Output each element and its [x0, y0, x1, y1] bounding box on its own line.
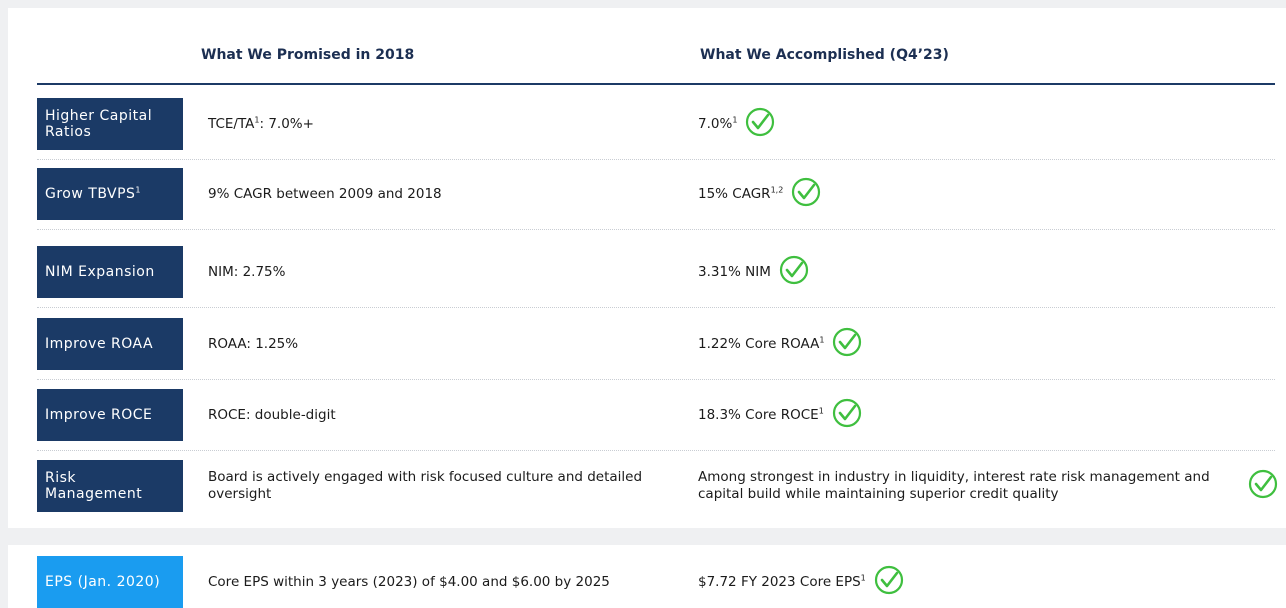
text: Improve ROCE [45, 407, 153, 423]
text: Higher Capital Ratios [45, 108, 153, 140]
cell-text: Improve ROAA [45, 336, 153, 352]
text: 9% CAGR between 2009 and 2018 [208, 185, 442, 202]
promised-cell: Board is actively engaged with risk focu… [208, 460, 648, 512]
cell-text: TCE/TA1: 7.0%+ [208, 116, 314, 133]
cell-text: 3.31% NIM [698, 264, 771, 281]
cell-text: ROCE: double-digit [208, 407, 336, 424]
column-header: What We Accomplished (Q4’23) [700, 47, 949, 63]
cell-text: ROAA: 1.25% [208, 336, 298, 353]
text: 3.31% NIM [698, 263, 771, 280]
cell-text: $7.72 FY 2023 Core EPS1 [698, 574, 866, 591]
check [833, 327, 862, 356]
promised-cell: Core EPS within 3 years (2023) of $4.00 … [208, 556, 648, 608]
check [874, 565, 903, 594]
promised-cell: 9% CAGR between 2009 and 2018 [208, 168, 648, 220]
footnote-ref: 1 [818, 406, 824, 415]
check-icon [874, 565, 904, 600]
text: NIM Expansion [45, 264, 155, 280]
header-rule [37, 83, 1275, 85]
promised-cell: ROAA: 1.25% [208, 318, 648, 370]
check-icon [1248, 469, 1278, 504]
cell-text: Grow TBVPS1 [45, 186, 141, 202]
cell-text: 7.0%1 [698, 116, 737, 133]
footnote-ref: 1 [254, 115, 260, 124]
row-label: Risk Management [37, 460, 183, 512]
accomplished-cell: Among strongest in industry in liquidity… [698, 460, 1278, 512]
accomplished-cell: $7.72 FY 2023 Core EPS1 [698, 556, 1278, 608]
promised-cell: ROCE: double-digit [208, 389, 648, 441]
text: ROAA: 1.25% [208, 335, 299, 352]
check-icon [832, 398, 862, 433]
check [1248, 469, 1278, 498]
row-separator [37, 379, 1275, 380]
text: TCE/TA [208, 115, 255, 132]
footnote-ref: 1,2 [770, 185, 784, 194]
footnote-ref: 1 [860, 573, 866, 582]
row-separator [37, 159, 1275, 160]
row-label: NIM Expansion [37, 246, 183, 298]
cell-text: Board is actively engaged with risk focu… [208, 469, 648, 503]
cell-text: Risk Management [45, 470, 175, 502]
text: EPS (Jan. 2020) [45, 574, 161, 590]
panel [8, 8, 1286, 528]
check [746, 107, 775, 136]
cell-text: 18.3% Core ROCE1 [698, 407, 824, 424]
text: Grow TBVPS [45, 186, 136, 202]
text: 18.3% Core ROCE [698, 406, 819, 423]
accomplished-cell: 7.0%1 [698, 98, 1278, 150]
footnote-ref: 1 [732, 115, 738, 124]
check [832, 398, 861, 427]
text: 15% CAGR [698, 185, 771, 202]
promised-cell: TCE/TA1: 7.0%+ [208, 98, 648, 150]
row-separator [37, 229, 1275, 230]
footnote-ref: 1 [135, 185, 141, 195]
text: Improve ROAA [45, 336, 154, 352]
row-separator [37, 307, 1275, 308]
check-icon [779, 255, 809, 290]
check [779, 255, 809, 284]
row-label: Higher Capital Ratios [37, 98, 183, 150]
cell-text: NIM: 2.75% [208, 264, 285, 281]
cell-text: Core EPS within 3 years (2023) of $4.00 … [208, 574, 610, 591]
row-separator [37, 450, 1275, 451]
text: : 7.0%+ [259, 115, 314, 132]
cell-text: Improve ROCE [45, 407, 152, 423]
text: Board is actively engaged with risk focu… [208, 469, 643, 502]
accomplished-cell: 1.22% Core ROAA1 [698, 318, 1278, 370]
panel [8, 545, 1286, 608]
cell-text: 15% CAGR1,2 [698, 186, 783, 203]
cell-text: Higher Capital Ratios [45, 108, 175, 140]
row-label: EPS (Jan. 2020) [37, 556, 183, 608]
accomplished-cell: 15% CAGR1,2 [698, 168, 1278, 220]
cell-text: EPS (Jan. 2020) [45, 574, 160, 590]
promised-cell: NIM: 2.75% [208, 246, 648, 298]
row-label: Improve ROCE [37, 389, 183, 441]
footnote-ref: 1 [819, 335, 825, 344]
check-icon [791, 177, 821, 212]
check [792, 177, 821, 206]
text: ROCE: double-digit [208, 406, 336, 423]
column-header: What We Promised in 2018 [201, 47, 415, 63]
text: Risk Management [45, 470, 143, 502]
row-label: Improve ROAA [37, 318, 183, 370]
check-icon [745, 107, 775, 142]
text: $7.72 FY 2023 Core EPS [698, 573, 861, 590]
check-icon [832, 327, 862, 362]
cell-text: Among strongest in industry in liquidity… [698, 469, 1240, 503]
text: 7.0% [698, 115, 733, 132]
text: NIM: 2.75% [208, 263, 286, 280]
cell-text: 1.22% Core ROAA1 [698, 336, 824, 353]
cell-text: NIM Expansion [45, 264, 155, 280]
accomplished-cell: 18.3% Core ROCE1 [698, 389, 1278, 441]
text: 1.22% Core ROAA [698, 335, 820, 352]
text: Among strongest in industry in liquidity… [698, 469, 1210, 502]
cell-text: 9% CAGR between 2009 and 2018 [208, 186, 442, 203]
row-label: Grow TBVPS1 [37, 168, 183, 220]
text: Core EPS within 3 years (2023) of $4.00 … [208, 573, 610, 590]
accomplished-cell: 3.31% NIM [698, 246, 1278, 298]
